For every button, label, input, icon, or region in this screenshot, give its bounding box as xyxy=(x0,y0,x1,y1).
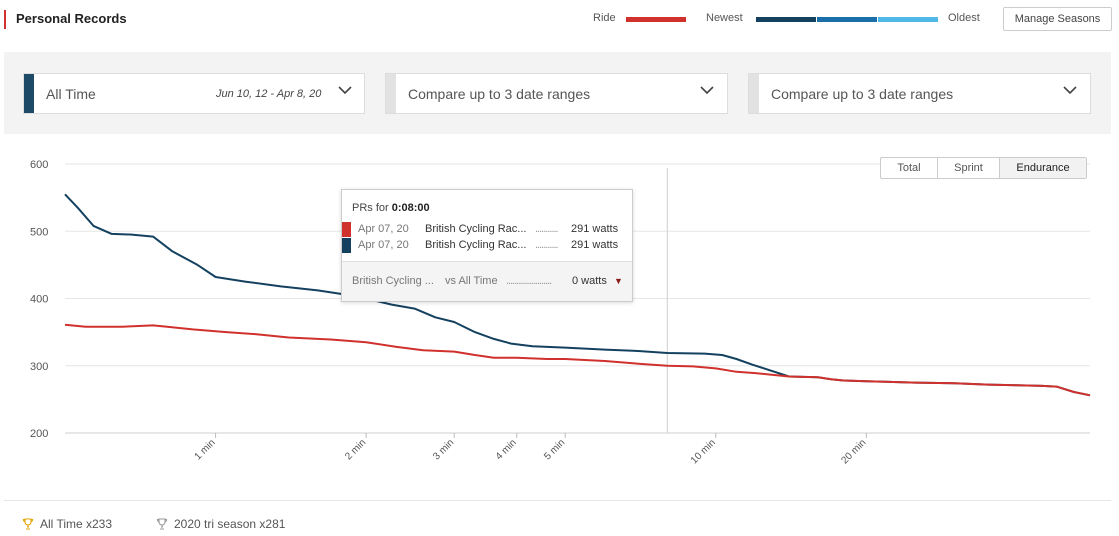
range-dates: Jun 10, 12 - Apr 8, 20 xyxy=(216,88,322,100)
x-tick-label: 3 min xyxy=(431,437,456,462)
tooltip-series-swatch xyxy=(342,222,351,237)
tooltip-value: 291 watts xyxy=(571,239,619,251)
range-label: Compare up to 3 date ranges xyxy=(408,86,591,102)
tooltip-compare-dots: ...................... xyxy=(506,275,552,287)
tooltip-leader-dots: ........... xyxy=(535,239,559,251)
trophy-icon xyxy=(22,518,34,530)
season-label: All Time x233 xyxy=(40,517,113,531)
tooltip-activity-name[interactable]: British Cycling Rac... xyxy=(425,223,527,235)
power-curve-chart[interactable]: 200 300 400 500 600 1 min 2 min 3 min 4 min 5 min… xyxy=(4,134,1111,500)
range-accent xyxy=(386,74,396,113)
tooltip-prefix: PRs for xyxy=(352,202,392,214)
x-tick-label: 1 min xyxy=(193,437,218,462)
chart-canvas[interactable]: 200 300 400 500 600 1 min 2 min 3 min 4 min 5 min… xyxy=(4,134,1111,500)
range-accent xyxy=(24,74,34,113)
legend-newest-label: Newest xyxy=(706,12,743,24)
tooltip-compare-left: British Cycling ... xyxy=(352,275,434,287)
tooltip-date: Apr 07, 20 xyxy=(358,239,409,251)
chevron-down-icon xyxy=(1063,86,1077,95)
chevron-down-icon xyxy=(338,86,352,95)
range-label: Compare up to 3 date ranges xyxy=(771,86,954,102)
season-2020-tri[interactable]: 2020 tri season x281 xyxy=(156,517,285,531)
page-title: Personal Records xyxy=(16,11,127,26)
tooltip-value: 291 watts xyxy=(571,223,619,235)
y-tick-label: 600 xyxy=(30,159,48,171)
toggle-sprint-button[interactable]: Sprint xyxy=(938,158,1000,178)
season-all-time[interactable]: All Time x233 xyxy=(22,517,112,531)
range-label: All Time xyxy=(46,86,96,102)
tooltip-compare-mid: vs All Time xyxy=(445,275,498,287)
date-range-dropdown-3[interactable]: Compare up to 3 date ranges xyxy=(748,73,1091,114)
manage-seasons-button[interactable]: Manage Seasons xyxy=(1003,7,1112,31)
x-tick-label: 4 min xyxy=(494,437,519,462)
tooltip-comparison: British Cycling ... vs All Time ........… xyxy=(342,261,632,301)
tooltip-row: Apr 07, 20 British Cycling Rac... ......… xyxy=(342,222,632,238)
tooltip-date: Apr 07, 20 xyxy=(358,223,409,235)
y-tick-label: 200 xyxy=(30,428,48,440)
tooltip-heading: PRs for 0:08:00 xyxy=(352,202,430,214)
toggle-total-button[interactable]: Total xyxy=(881,158,938,178)
caret-down-icon: ▼ xyxy=(614,276,623,286)
title-accent-bar xyxy=(4,10,6,29)
y-tick-label: 500 xyxy=(30,226,48,238)
trophy-icon xyxy=(156,518,168,530)
legend-ride-swatch xyxy=(626,17,686,22)
chevron-down-icon xyxy=(700,86,714,95)
legend-compare-3-swatch xyxy=(878,17,938,22)
range-accent xyxy=(749,74,759,113)
x-tick-label: 5 min xyxy=(542,437,567,462)
chart-tooltip: PRs for 0:08:00 Apr 07, 20 British Cycli… xyxy=(341,189,633,302)
series-line-ride xyxy=(64,323,1091,397)
tooltip-leader-dots: ........... xyxy=(535,223,559,235)
legend-ride-label: Ride xyxy=(593,12,616,24)
x-tick-label: 10 min xyxy=(689,437,718,466)
legend-compare-1-swatch xyxy=(756,17,816,22)
season-label: 2020 tri season x281 xyxy=(174,517,286,531)
footer: All Time x233 2020 tri season x281 xyxy=(4,500,1111,536)
tooltip-series-swatch xyxy=(342,238,351,253)
y-tick-label: 400 xyxy=(30,294,48,306)
view-toggle: Total Sprint Endurance xyxy=(880,157,1087,179)
header-bar: Personal Records Ride Newest Oldest Mana… xyxy=(0,0,1119,38)
tooltip-activity-name[interactable]: British Cycling Rac... xyxy=(425,239,527,251)
legend-compare-2-swatch xyxy=(817,17,877,22)
x-tick-label: 2 min xyxy=(343,437,368,462)
legend-oldest-label: Oldest xyxy=(948,12,980,24)
date-range-dropdown-2[interactable]: Compare up to 3 date ranges xyxy=(385,73,728,114)
tooltip-compare-value: 0 watts xyxy=(572,275,607,287)
date-range-panel: All Time Jun 10, 12 - Apr 8, 20 Compare … xyxy=(4,52,1111,134)
x-tick-label: 20 min xyxy=(839,437,868,466)
toggle-endurance-button[interactable]: Endurance xyxy=(1000,158,1086,178)
date-range-dropdown-1[interactable]: All Time Jun 10, 12 - Apr 8, 20 xyxy=(23,73,365,114)
tooltip-duration: 0:08:00 xyxy=(391,202,430,214)
tooltip-row: Apr 07, 20 British Cycling Rac... ......… xyxy=(342,238,632,254)
y-tick-label: 300 xyxy=(30,361,48,373)
